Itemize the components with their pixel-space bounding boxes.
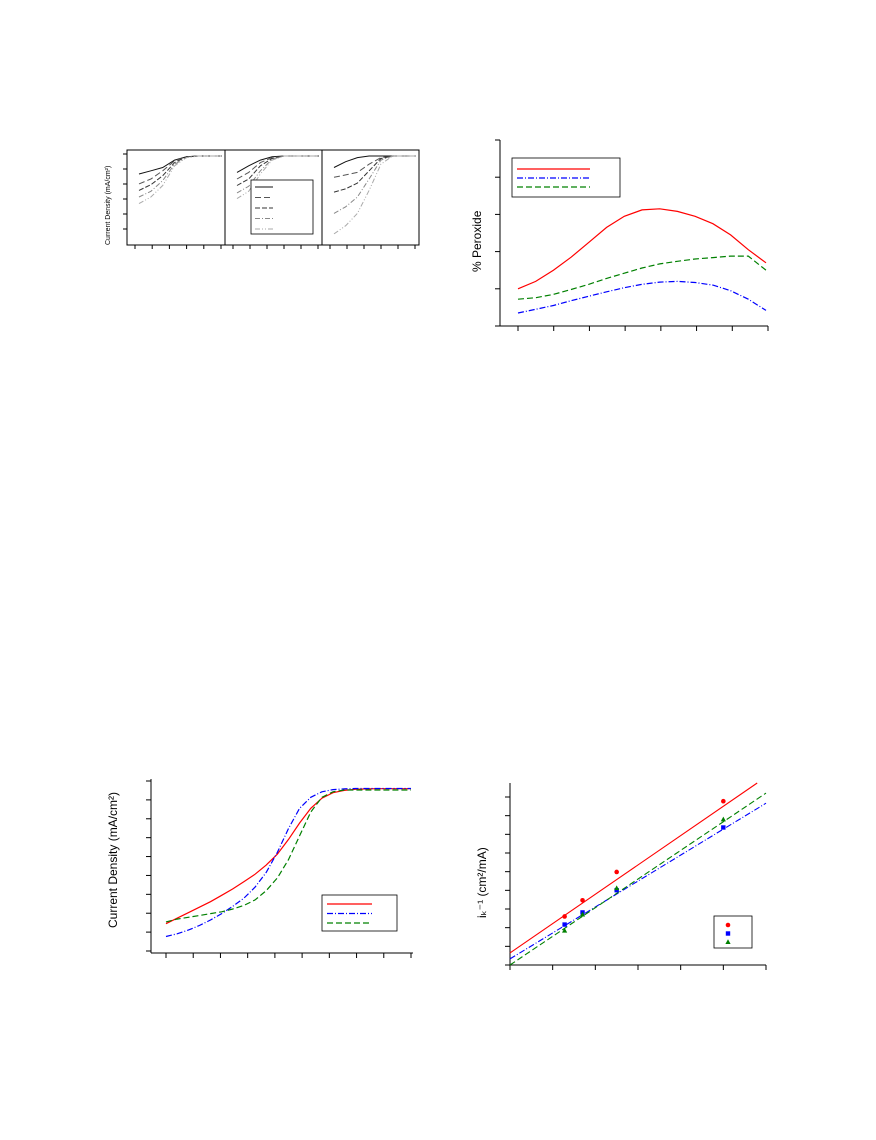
legend-box bbox=[250, 179, 314, 235]
legend-box bbox=[321, 894, 398, 932]
series-line bbox=[236, 155, 319, 180]
panel-3-frame bbox=[321, 149, 420, 246]
chart-inverse-current: iₖ⁻¹ (cm²/mA) bbox=[475, 782, 767, 970]
y-axis-label: Current Density (mA/cm²) bbox=[105, 166, 112, 245]
chart-current-density: Current Density (mA/cm²) bbox=[106, 779, 413, 958]
series-line bbox=[138, 155, 222, 198]
series-line bbox=[138, 155, 222, 191]
data-point bbox=[562, 927, 568, 933]
series-line bbox=[236, 155, 319, 173]
series-line bbox=[333, 155, 416, 214]
series-line bbox=[517, 255, 767, 300]
series-line bbox=[165, 788, 411, 925]
series-line bbox=[236, 155, 319, 194]
y-axis-label: iₖ⁻¹ (cm²/mA) bbox=[475, 847, 489, 918]
data-point bbox=[721, 825, 726, 830]
chart-voltammetry-panels: Current Density (mA/cm²) bbox=[105, 149, 420, 249]
data-point bbox=[721, 798, 726, 804]
data-point bbox=[580, 897, 585, 903]
fit-line bbox=[509, 802, 767, 960]
data-point bbox=[725, 931, 731, 936]
fit-line bbox=[509, 782, 758, 954]
series-line bbox=[165, 789, 411, 923]
legend-box bbox=[713, 915, 753, 949]
data-point bbox=[562, 922, 567, 927]
series-line bbox=[333, 155, 416, 235]
fit-line bbox=[509, 792, 767, 966]
data-point bbox=[579, 911, 586, 917]
y-axis-label: % Peroxide bbox=[470, 210, 484, 272]
series-line bbox=[517, 280, 767, 314]
series-line bbox=[517, 208, 767, 290]
data-point bbox=[562, 914, 567, 919]
data-point bbox=[725, 922, 731, 928]
data-point bbox=[725, 939, 731, 944]
data-point bbox=[614, 887, 619, 893]
data-point bbox=[720, 816, 726, 822]
series-line bbox=[333, 155, 416, 168]
data-point bbox=[614, 869, 619, 875]
y-axis-label: Current Density (mA/cm²) bbox=[106, 792, 120, 928]
series-line bbox=[333, 155, 416, 178]
series-line bbox=[138, 155, 222, 205]
data-point bbox=[614, 885, 620, 891]
chart-peroxide: % Peroxide bbox=[470, 139, 769, 331]
